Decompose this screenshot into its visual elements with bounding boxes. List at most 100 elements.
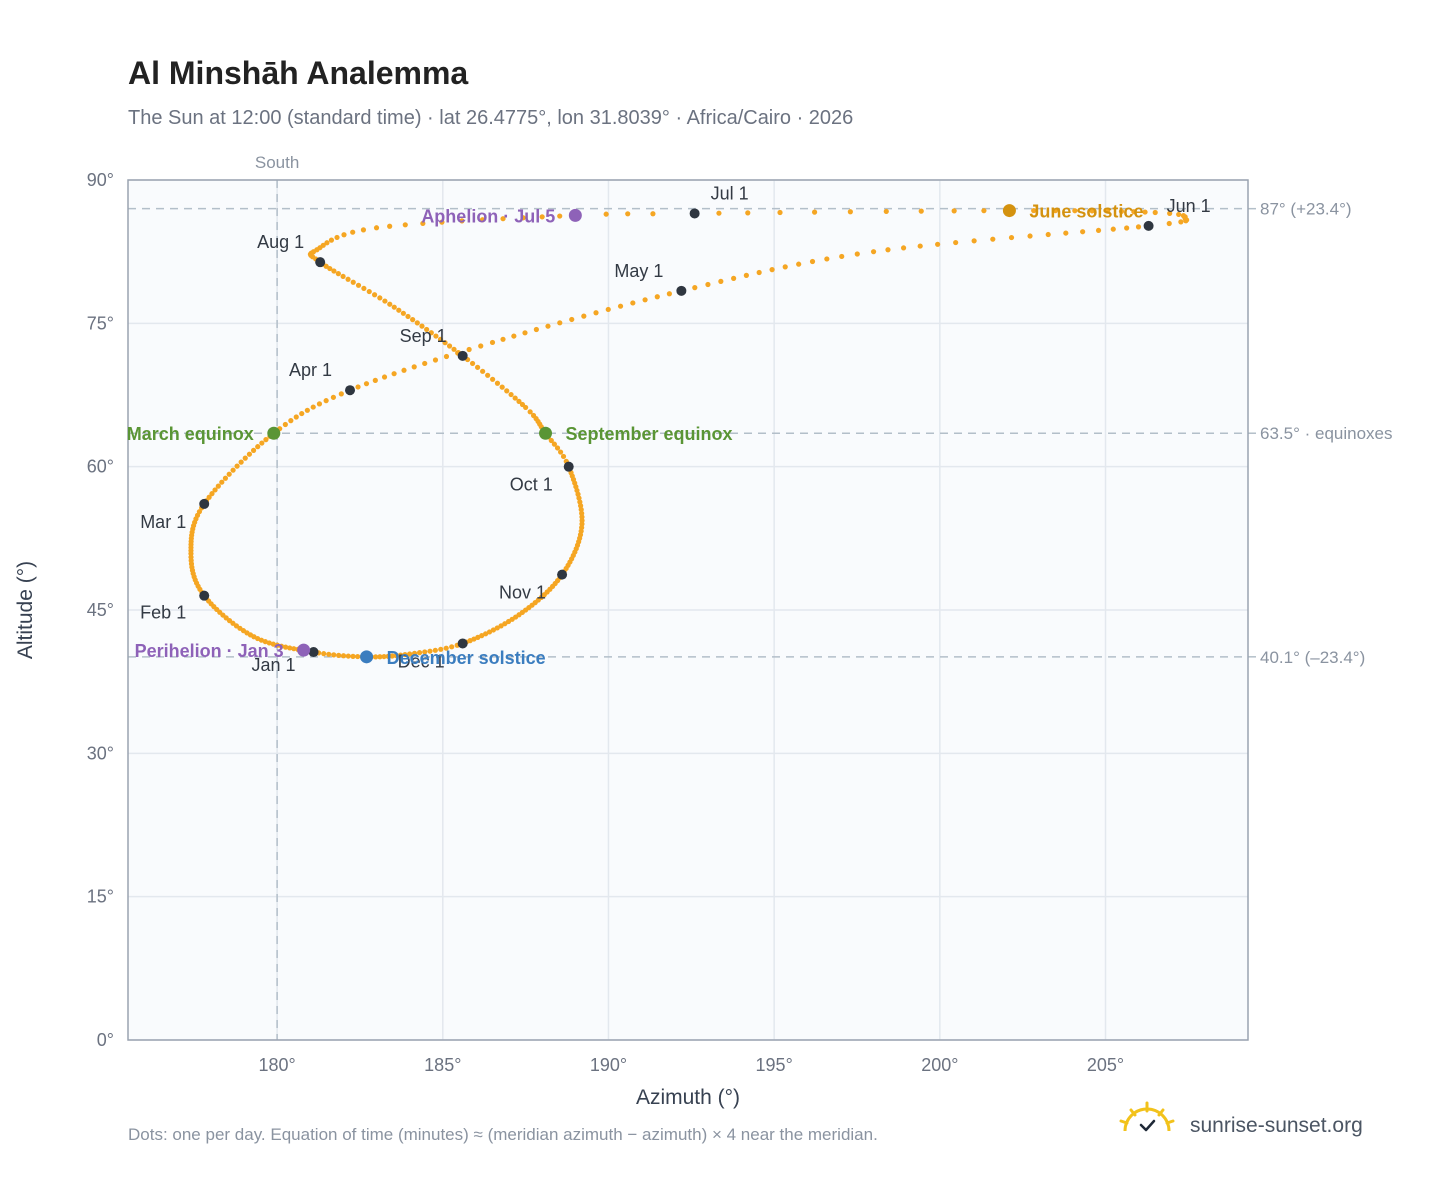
daily-dot [304,407,310,413]
daily-dot [328,237,335,243]
daily-dot [341,232,347,238]
axis-ticks: 180° 185° 190° 195° 200° 205° 0° 15° 30° 45° 60° 75… [87,170,1124,1075]
daily-dot [593,310,599,316]
daily-dot [1135,224,1142,230]
daily-dot [274,642,280,648]
daily-dot [391,371,397,377]
month-label: Jan 1 [252,655,296,675]
month-marker [563,461,574,472]
daily-dot [516,398,522,405]
daily-dot [291,646,297,652]
month-marker [457,350,468,361]
daily-dot [389,653,395,659]
daily-dot [432,357,439,363]
daily-dot [323,398,329,404]
daily-dot [422,649,428,655]
south-label: South [255,153,299,172]
daily-dot [769,267,775,273]
daily-dot [1180,213,1187,219]
daily-dot [263,437,269,443]
daily-dot [551,441,558,447]
month-marker [557,569,568,580]
daily-dot [250,447,257,453]
daily-dot [466,346,472,353]
daily-dot [278,643,285,649]
daily-dot [1142,209,1148,215]
daily-dot [478,343,484,349]
daily-dot [355,282,362,288]
y-tick-label: 15° [87,887,114,907]
daily-dot [545,323,551,329]
y-tick-label: 30° [87,743,114,763]
daily-dot [387,223,393,229]
reference-line-label: 40.1° (–23.4°) [1260,648,1365,667]
daily-dot [219,479,225,485]
daily-dot [480,368,486,374]
event-marker [297,643,311,657]
event-label: June solstice [1029,202,1143,222]
daily-dot [494,625,500,631]
daily-dot [335,271,341,277]
daily-dot [206,494,212,500]
x-axis-label: Azimuth (°) [636,1086,740,1109]
daily-dot [411,650,418,656]
daily-dot [330,394,336,400]
daily-dot [1131,209,1137,215]
daily-dot [951,208,957,214]
reference-line-label: 63.5° · equinoxes [1260,424,1393,443]
daily-dot [705,281,711,288]
daily-dot [350,229,356,235]
event-label: September equinox [566,424,733,444]
daily-dot [400,310,406,316]
daily-dot [402,222,408,228]
daily-dot [1031,207,1037,214]
daily-dot [338,391,344,397]
daily-dot [1052,208,1059,214]
daily-dot [523,404,529,411]
month-marker [315,257,326,268]
daily-dot [372,377,378,383]
daily-dot [557,213,563,219]
sun-check-icon [1119,1101,1175,1132]
daily-dot [483,631,489,637]
daily-dot [731,275,737,281]
daily-dot [1095,227,1102,234]
daily-dot [854,251,860,257]
daily-dot [796,261,802,267]
y-tick-label: 60° [87,457,114,477]
daily-dot [498,623,504,629]
daily-dot [449,644,455,650]
x-tick-label: 195° [756,1055,793,1075]
month-label: Nov 1 [499,583,546,603]
daily-dot [416,650,423,656]
daily-dot [500,216,506,222]
daily-dot [1166,220,1172,227]
x-tick-label: 190° [590,1055,627,1075]
month-label: Mar 1 [140,512,186,532]
daily-dot [451,346,457,352]
daily-dot [420,220,426,227]
daily-dot [212,487,218,493]
daily-dot [1089,208,1095,214]
daily-dot [215,483,221,489]
daily-dot [1105,208,1111,214]
daily-dot [1045,231,1051,238]
daily-dot [405,313,411,320]
daily-dot [490,376,496,382]
daily-dot [499,384,505,390]
month-marker [457,638,468,649]
daily-dot [419,323,425,329]
daily-dot [407,651,413,657]
daily-dot [642,297,648,303]
daily-dot [811,209,818,215]
daily-dot [222,475,229,481]
daily-dot [522,330,528,336]
x-tick-label: 200° [921,1055,958,1075]
event-marker [267,426,281,440]
daily-dot [331,268,337,274]
daily-dot [1027,233,1033,239]
month-label: Feb 1 [140,603,186,623]
daily-dot [500,336,506,342]
daily-dot [437,336,444,342]
daily-dot [971,238,977,244]
